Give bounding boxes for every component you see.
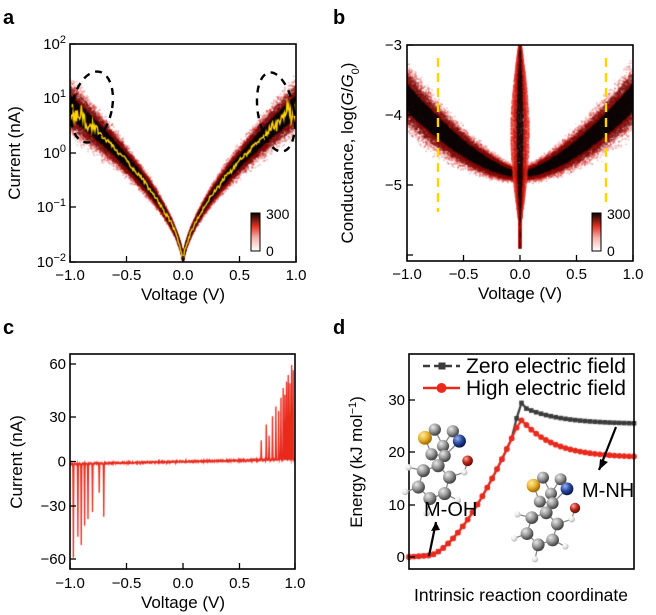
svg-text:30: 30 [388,392,405,409]
svg-text:20: 20 [388,444,405,461]
svg-text:M-NH: M-NH [582,480,634,502]
svg-text:Intrinsic reaction coordinate: Intrinsic reaction coordinate [414,585,628,605]
svg-text:High electric field: High electric field [466,377,626,400]
svg-text:10: 10 [388,497,405,514]
svg-text:Zero electric field: Zero electric field [466,355,626,378]
svg-text:M-OH: M-OH [424,499,477,521]
svg-text:0: 0 [397,549,405,566]
svg-text:Energy (kJ mol−1): Energy (kJ mol−1) [347,396,366,528]
